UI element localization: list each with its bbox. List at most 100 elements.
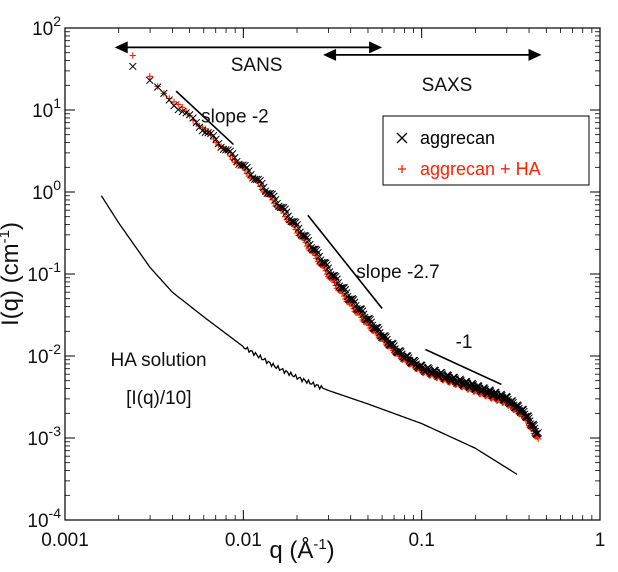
slope-line (307, 214, 383, 309)
aggrecan-ha-point (146, 73, 153, 80)
aggrecan-point (366, 315, 374, 324)
aggrecan-point (265, 190, 273, 198)
aggrecan-point (243, 163, 251, 172)
x-tick-label: 1 (595, 530, 606, 551)
range-arrow-head (323, 48, 337, 61)
y-tick-label: 101 (32, 95, 61, 122)
aggrecan-ha-point (175, 101, 182, 108)
annotations: HA solution [I(q)/10] (111, 350, 207, 409)
aggrecan-point (192, 118, 201, 127)
slope-line (175, 90, 234, 146)
aggrecan-point (336, 284, 345, 292)
annotation-text: HA solution (111, 350, 207, 371)
slope-label: slope -2.7 (356, 262, 439, 283)
aggrecan-point (332, 272, 340, 281)
legend-box (382, 115, 590, 186)
aggrecan-point (475, 382, 483, 390)
aggrecan-point (288, 218, 297, 226)
aggrecan-point (259, 183, 268, 192)
aggrecan-point (404, 352, 412, 360)
aggrecan-point (189, 114, 197, 122)
aggrecan-point (146, 76, 154, 85)
aggrecan-point (129, 62, 137, 71)
aggrecan-point (530, 421, 538, 430)
aggrecan-point (230, 153, 239, 162)
axis-ticks: 0.001 0.01 0.1 1 10-4 10-3 10-2 10-1 100 101 102 (27, 13, 605, 551)
range-arrows: SANS SAXS (114, 41, 542, 96)
x-tick-label: 0.001 (41, 530, 89, 551)
range-label: SANS (231, 55, 283, 76)
aggrecan-point (524, 412, 533, 420)
aggrecan-point (153, 83, 162, 91)
aggrecan-point (222, 146, 230, 154)
legend-marker (396, 132, 408, 144)
y-tick-label: 102 (32, 13, 61, 40)
aggrecan-point (486, 387, 495, 395)
range-arrow-head (114, 41, 128, 54)
aggrecan-point (214, 139, 223, 148)
aggrecan-point (357, 305, 366, 313)
y-axis-label: I(q) (cm-1) (0, 222, 24, 326)
slope-line (425, 348, 502, 386)
aggrecan-point (503, 393, 511, 401)
aggrecan-point (204, 128, 212, 137)
y-tick-label: 10-1 (27, 259, 61, 286)
slope-label: slope -2 (201, 107, 269, 128)
aggrecan-point (294, 224, 303, 233)
legend: aggrecan aggrecan + HA (382, 115, 590, 186)
y-tick-label: 10-4 (27, 505, 61, 532)
y-tick-label: 10-2 (27, 341, 61, 368)
aggrecan-point (209, 131, 218, 140)
x-tick-label: 0.1 (408, 530, 434, 551)
range-arrow-head (528, 48, 542, 61)
aggrecan-point (431, 366, 440, 375)
aggrecan-point (174, 105, 183, 114)
ha-solution-line (100, 195, 518, 475)
aggrecan-point (509, 398, 517, 407)
y-tick-label: 100 (32, 177, 61, 204)
scatter-markers (129, 52, 542, 442)
x-axis-label: q (Å-1) (269, 536, 334, 564)
aggrecan-point (299, 232, 307, 240)
aggrecan-point (287, 217, 296, 226)
aggrecan-point (165, 96, 173, 104)
aggrecan-point (525, 414, 533, 422)
aggrecan-point (245, 167, 253, 175)
aggrecan-point (389, 340, 397, 348)
aggrecan-point (382, 333, 390, 341)
aggrecan-point (498, 391, 506, 400)
aggrecan-point (160, 89, 168, 98)
aggrecan-ha-point (170, 98, 178, 106)
slope-lines: slope -2 slope -2.7 -1 (175, 90, 502, 386)
aggrecan-ha-point (331, 279, 338, 286)
legend-label: aggrecan (420, 128, 495, 148)
range-arrow-head (369, 41, 383, 54)
ha-solution-series (100, 195, 518, 475)
x-tick-label: 0.01 (225, 530, 262, 551)
legend-label: aggrecan + HA (420, 159, 541, 179)
aggrecan-point (228, 150, 237, 158)
aggrecan-point (282, 208, 291, 216)
legend-entry: aggrecan (396, 128, 495, 148)
aggrecan-point (344, 292, 352, 301)
aggrecan-point (271, 195, 280, 204)
aggrecan-point (212, 135, 220, 143)
aggrecan-point (444, 371, 453, 380)
range-label: SAXS (422, 75, 473, 96)
aggrecan-point (266, 189, 275, 198)
aggrecan-point (398, 350, 406, 358)
aggrecan-point (349, 296, 358, 304)
aggrecan-ha-point (186, 112, 193, 119)
y-tick-label: 10-3 (27, 423, 61, 450)
aggrecan-point (291, 218, 300, 227)
aggrecan-ha-point (534, 435, 542, 442)
aggrecan-point (534, 429, 542, 437)
aggrecan-ha-point (129, 52, 137, 59)
aggrecan-point (258, 179, 266, 188)
legend-entry: aggrecan + HA (398, 159, 541, 179)
aggrecan-point (304, 236, 313, 245)
aggrecan-point (276, 203, 285, 212)
aggrecan-point (519, 405, 528, 414)
annotation-text: [I(q)/10] (126, 388, 191, 409)
